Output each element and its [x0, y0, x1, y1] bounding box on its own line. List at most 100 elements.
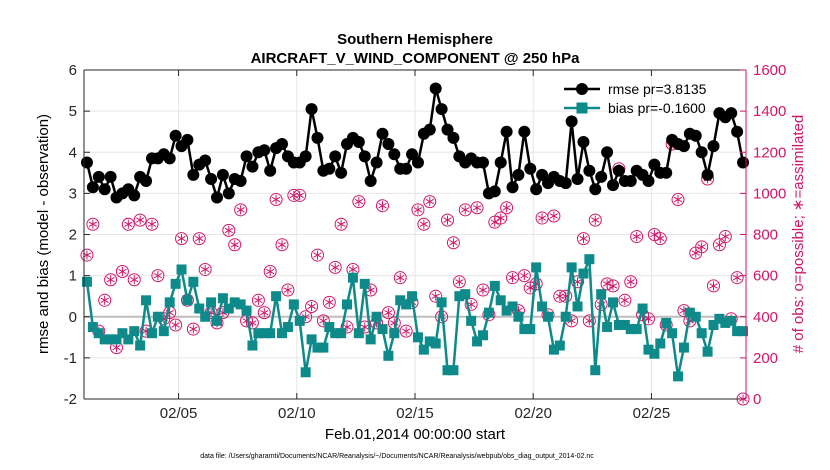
bias-point — [537, 301, 548, 312]
bias-point — [678, 342, 689, 353]
bias-point — [501, 305, 512, 316]
bias-point — [188, 276, 199, 287]
x-tick-label: 02/10 — [278, 405, 316, 422]
bias-point — [412, 332, 423, 343]
rmse-point — [305, 103, 318, 116]
bias-point — [454, 291, 465, 302]
legend-rmse-marker — [576, 83, 588, 95]
obs-assimilated-marker — [709, 281, 718, 291]
bias-point — [495, 295, 506, 306]
obs-possible-marker — [340, 320, 354, 334]
y-axis-right-label: # of obs: o=possible; ∗=assimilated — [790, 115, 807, 354]
bias-point — [430, 338, 441, 349]
bias-point — [596, 289, 607, 300]
obs-possible-marker — [671, 193, 685, 207]
obs-possible-marker — [429, 289, 443, 303]
x-axis-label: Feb.01,2014 00:00:00 start — [325, 426, 506, 443]
bias-point — [170, 278, 181, 289]
bias-point — [732, 326, 743, 337]
y-right-tick-label: 1000 — [753, 185, 786, 202]
bias-point — [336, 328, 347, 339]
bias-point — [720, 317, 731, 328]
bias-point — [448, 365, 459, 376]
obs-possible-marker — [175, 232, 189, 246]
chart-title: Southern Hemisphere — [337, 31, 493, 48]
rmse-point — [737, 156, 750, 169]
rmse-point — [494, 156, 507, 169]
obs-assimilated-marker — [490, 217, 499, 227]
obs-assimilated-marker — [425, 197, 434, 207]
bias-point — [211, 315, 222, 326]
bias-point — [223, 303, 234, 314]
obs-possible-marker — [328, 260, 342, 274]
obs-assimilated-marker — [224, 225, 233, 235]
obs-assimilated-marker — [591, 215, 600, 225]
x-tick-label: 02/05 — [160, 405, 198, 422]
bias-point — [141, 295, 152, 306]
obs-assimilated-marker — [496, 213, 505, 223]
obs-assimilated-marker — [644, 314, 653, 324]
rmse-point — [571, 172, 584, 185]
rmse-point — [488, 185, 501, 198]
bias-point — [738, 326, 749, 337]
rmse-point — [589, 183, 602, 196]
rmse-point — [689, 129, 702, 142]
obs-possible-marker — [470, 201, 484, 215]
bias-point — [99, 334, 110, 345]
rmse-point — [329, 150, 342, 163]
obs-assimilated-marker — [266, 267, 275, 277]
bias-point — [371, 311, 382, 322]
obs-possible-marker — [305, 299, 319, 313]
bias-point — [472, 336, 483, 347]
bias-point — [708, 319, 719, 330]
rmse-point — [731, 125, 744, 138]
legend: rmse pr=3.8135 bias pr=-0.1600 — [564, 81, 707, 116]
y-left-tick-label: 0 — [69, 309, 77, 326]
rmse-point — [205, 172, 218, 185]
obs-assimilated-marker — [715, 240, 724, 250]
rmse-point — [299, 150, 312, 163]
bias-point — [424, 336, 435, 347]
y-left-tick-label: 5 — [69, 103, 77, 120]
bias-point — [288, 299, 299, 310]
rmse-point — [707, 140, 720, 153]
obs-possible-marker — [718, 230, 732, 244]
rmse-point — [140, 175, 153, 188]
rmse-point — [234, 175, 247, 188]
obs-assimilated-marker — [147, 219, 157, 229]
rmse-point — [335, 166, 348, 179]
rmse-point — [276, 138, 289, 151]
rmse-point — [240, 150, 253, 163]
obs-assimilated-marker — [396, 273, 405, 283]
obs-possible-marker — [80, 248, 94, 262]
obs-possible-marker — [234, 203, 248, 217]
obs-possible-marker — [571, 275, 585, 289]
y-right-tick-label: 0 — [753, 391, 761, 408]
obs-possible-marker — [582, 314, 596, 328]
bias-point — [294, 315, 305, 326]
obs-assimilated-marker — [478, 285, 488, 295]
data-file-footnote: data file: /Users/gharamti/Documents/NCA… — [200, 453, 594, 460]
obs-possible-marker — [334, 217, 348, 231]
bias-point — [318, 342, 329, 353]
bias-point — [206, 297, 217, 308]
obs-assimilated-marker — [136, 215, 145, 225]
bias-point — [477, 330, 488, 341]
bias-point — [87, 322, 98, 333]
y-left-tick-label: 3 — [69, 185, 77, 202]
bias-point — [359, 278, 370, 289]
rmse-point — [264, 164, 277, 177]
bias-point — [265, 328, 276, 339]
obs-assimilated-marker — [449, 238, 458, 248]
bias-point — [93, 328, 104, 339]
bias-point — [353, 328, 364, 339]
bias-point — [690, 311, 701, 322]
y-right-tick-label: 800 — [753, 227, 778, 244]
y-left-tick-label: 2 — [69, 227, 77, 244]
obs-possible-marker — [228, 238, 242, 252]
obs-possible-marker — [441, 213, 455, 227]
obs-assimilated-marker — [443, 215, 452, 225]
rmse-point — [370, 156, 383, 169]
rmse-point — [423, 123, 436, 136]
obs-assimilated-marker — [656, 234, 665, 244]
